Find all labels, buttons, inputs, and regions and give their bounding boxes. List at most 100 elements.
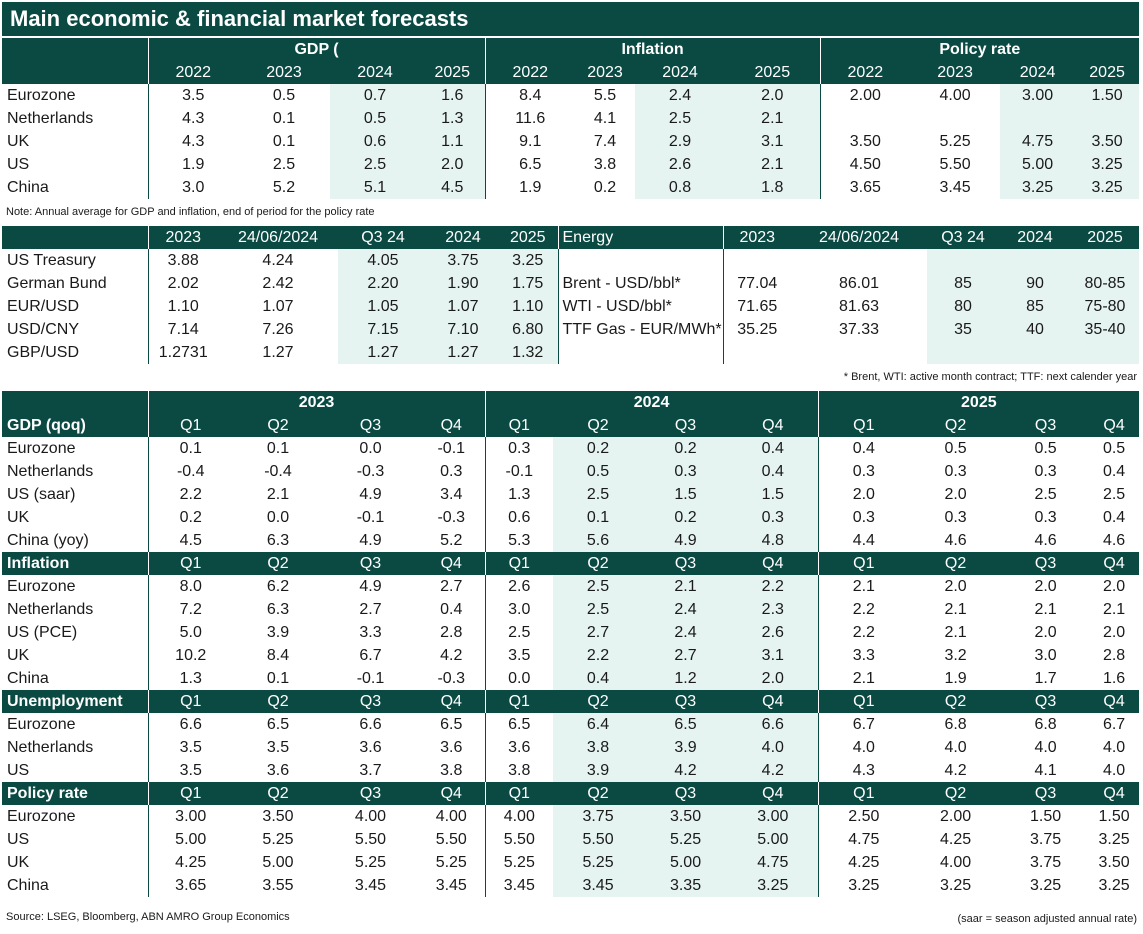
energy-label: [557, 249, 723, 272]
quarter-header: Q3: [323, 414, 418, 437]
value-cell: 1.9: [147, 153, 238, 176]
value-cell: 11.6: [484, 107, 576, 130]
value-cell: -0.1: [356, 670, 385, 687]
table-row: China 3.0 5.2 5.1 4.5 1.9 0.2 0.8 1.8 3.65 3.45 3.2…: [2, 176, 1140, 199]
value-cell: 0.3: [484, 437, 554, 460]
table-row: China 3.65 3.55 3.45 3.45 3.45 3.45 3.35 3.25 3.2…: [2, 874, 1139, 897]
value-cell: 3.9: [553, 759, 644, 782]
page-title: Main economic & financial market forecas…: [2, 2, 1139, 36]
value-cell: 6.5: [266, 716, 290, 733]
value-cell: 3.25: [817, 874, 910, 897]
source-note: Source: LSEG, Bloomberg, ABN AMRO Group …: [6, 911, 290, 923]
year-header: 2023: [147, 391, 486, 414]
year-header: 2025: [1075, 61, 1140, 84]
year-header: 2023: [910, 61, 1001, 84]
value-cell: 3.45: [354, 877, 387, 894]
value-cell: 1.3: [484, 483, 554, 506]
value-cell: 3.45: [553, 874, 644, 897]
value-cell: 5.00: [1000, 153, 1076, 176]
value-cell: 2.5: [1034, 486, 1057, 503]
value-cell: 5.1: [330, 176, 420, 199]
energy-value: [999, 341, 1071, 364]
value-cell: 4.9: [359, 486, 382, 503]
quarter-header: Q3: [643, 782, 729, 805]
value-cell: 0.3: [728, 506, 819, 529]
row-label: US (saar): [7, 486, 76, 503]
year-header: 2024: [635, 61, 726, 84]
value-cell: 3.5: [266, 739, 290, 756]
value-cell: 4.00: [435, 808, 467, 825]
quarter-header: Q1: [817, 782, 910, 805]
value-cell: 5.3: [484, 529, 554, 552]
value-cell: 2.8: [1102, 647, 1126, 664]
value-cell: 4.9: [359, 532, 382, 549]
value-cell: 0.1: [266, 670, 290, 687]
value-cell: 3.3: [359, 624, 382, 641]
row-label: US Treasury: [7, 252, 96, 269]
value-cell: 0.2: [147, 506, 233, 529]
value-cell: 4.9: [359, 578, 382, 595]
value-cell: 0.5: [944, 440, 967, 457]
quarter-header: Q2: [233, 782, 323, 805]
value-cell: 2.1: [1034, 601, 1057, 618]
energy-value: [999, 249, 1071, 272]
value-cell: 0.7: [330, 84, 420, 107]
market-header-row: 2023 24/06/2024 Q3 24 2024 2025 Energy 2023 24/…: [2, 226, 1139, 249]
value-cell: 6.6: [728, 713, 819, 736]
quarter-header: Q3: [323, 552, 418, 575]
energy-value: 90: [999, 272, 1071, 295]
value-cell: 10.2: [147, 644, 233, 667]
value-cell: 2.02: [147, 272, 218, 295]
value-cell: 0.8: [635, 176, 726, 199]
value-cell: 5.00: [728, 828, 819, 851]
quarter-header: Q2: [909, 782, 1003, 805]
table-row: EUR/USD 1.10 1.07 1.05 1.07 1.10 WTI - USD/bbl…: [2, 295, 1139, 318]
year-header: 2022: [819, 61, 911, 84]
value-cell: 6.4: [553, 713, 644, 736]
table-row: Eurozone 0.1 0.1 0.0 -0.1 0.3 0.2 0.2 0.4 0.4 0.5 0…: [2, 437, 1139, 460]
value-cell: 4.00: [484, 805, 554, 828]
value-cell: 3.2: [944, 647, 967, 664]
value-cell: 0.1: [272, 110, 296, 127]
row-label: China: [7, 670, 49, 687]
value-cell: 3.45: [484, 874, 554, 897]
table-row: China (yoy) 4.5 6.3 4.9 5.2 5.3 5.6 4.9 4.8 4.4 4.…: [2, 529, 1139, 552]
table-row: Netherlands -0.4 -0.4 -0.3 0.3 -0.1 0.5 0.3 0.4 0…: [2, 460, 1139, 483]
value-cell: 4.2: [440, 647, 463, 664]
value-cell: 4.75: [817, 828, 910, 851]
value-cell: 2.0: [1034, 578, 1057, 595]
value-cell: 3.50: [262, 808, 294, 825]
quarter-header: Q3: [323, 690, 418, 713]
value-cell: 4.0: [1034, 739, 1057, 756]
value-cell: 1.9: [944, 670, 967, 687]
value-cell: 5.50: [354, 831, 387, 848]
value-cell: 4.25: [817, 851, 910, 874]
quarter-header: Q4: [728, 414, 819, 437]
value-cell: 2.1: [725, 107, 821, 130]
value-cell: 2.1: [643, 575, 729, 598]
quarter-header: Q2: [553, 414, 644, 437]
year-header-row: 2022 2023 2024 2025 2022 2023 2024 2025 2022 2023…: [2, 61, 1140, 84]
energy-value: 35-40: [1071, 318, 1139, 341]
value-cell: 3.88: [147, 249, 218, 272]
value-cell: 2.1: [1102, 601, 1126, 618]
value-cell: 1.75: [498, 272, 558, 295]
value-cell: 2.1: [725, 153, 821, 176]
row-label: USD/CNY: [7, 321, 80, 338]
value-cell: 3.0: [147, 176, 238, 199]
quarter-header: Q2: [233, 552, 323, 575]
energy-value: 81.63: [838, 298, 880, 315]
value-cell: 5.25: [484, 851, 554, 874]
value-cell: 2.7: [553, 621, 644, 644]
quarter-header: Q3: [323, 782, 418, 805]
value-cell: 4.6: [1034, 532, 1057, 549]
value-cell: 2.3: [728, 598, 819, 621]
value-cell: 6.3: [266, 601, 290, 618]
energy-value: [927, 249, 999, 272]
value-cell: -0.3: [356, 463, 385, 480]
year-header: 2023: [575, 61, 636, 84]
value-cell: 2.2: [817, 621, 910, 644]
quarter-header: Q3: [1002, 414, 1090, 437]
value-cell: 4.05: [338, 249, 428, 272]
quarter-header: Q1: [484, 782, 554, 805]
